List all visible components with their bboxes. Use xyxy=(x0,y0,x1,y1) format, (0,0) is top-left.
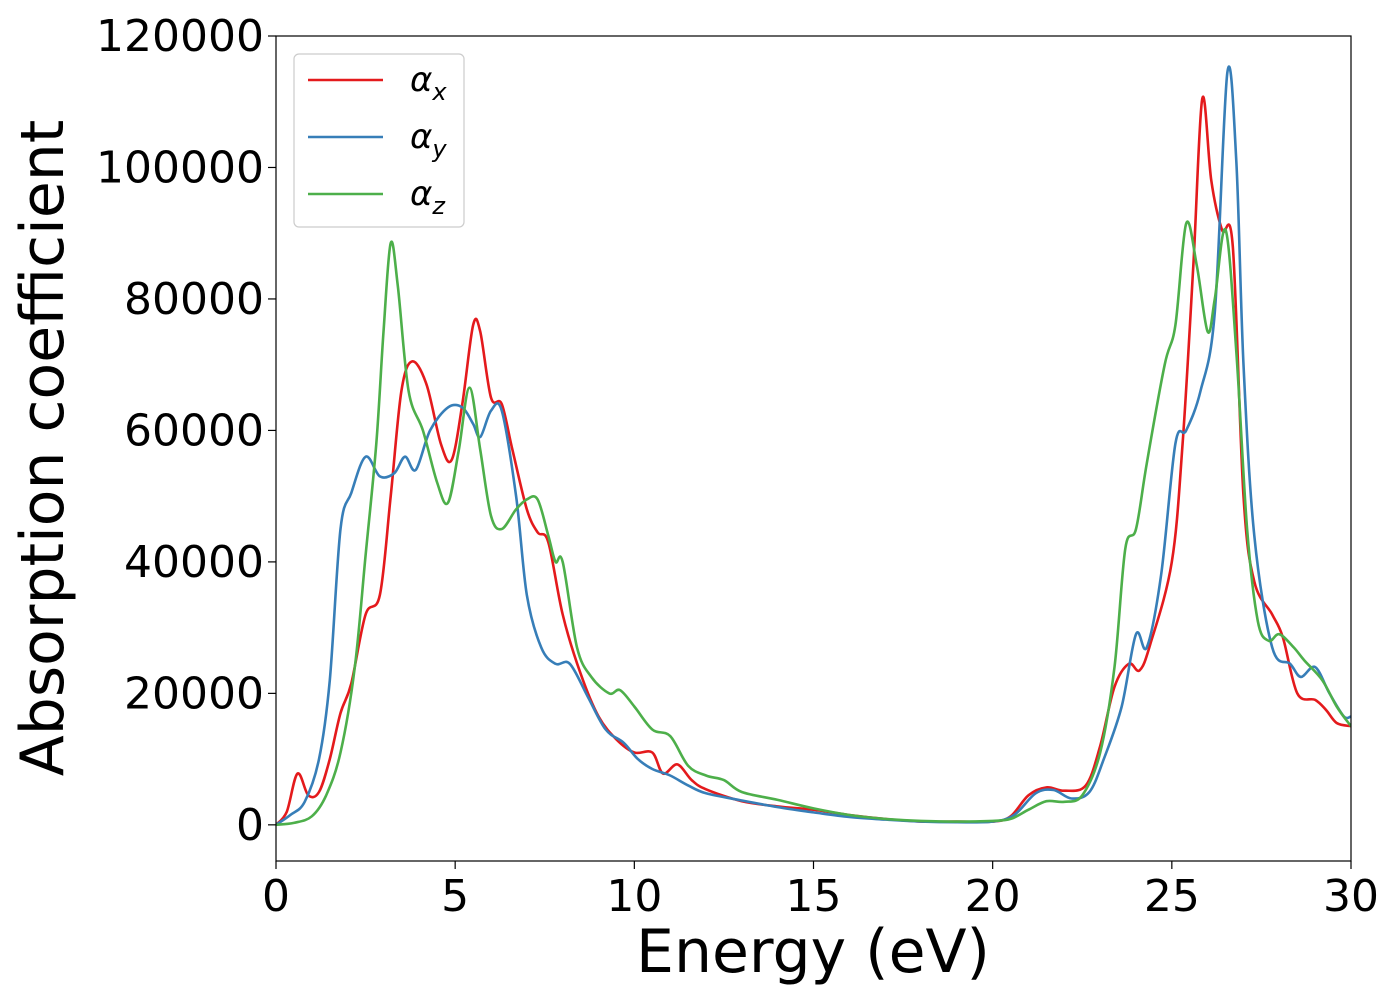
ticks-layer: 0 5 10 15 20 25 30 0 20000 40000 60000 80000 100000 1… xyxy=(96,11,1379,922)
y-tick-label: 100000 xyxy=(96,142,264,193)
legend-label-z: αz xyxy=(410,174,446,220)
legend: αx αy αz xyxy=(293,53,465,228)
x-tick-label: 5 xyxy=(441,871,469,922)
legend-box xyxy=(293,53,465,228)
legend-label-y: αy xyxy=(410,117,447,163)
y-tick-label: 20000 xyxy=(124,668,264,719)
legend-label-x: αx xyxy=(410,60,447,106)
y-axis-title: Absorption coefficient xyxy=(8,120,78,777)
x-tick-label: 20 xyxy=(965,871,1021,922)
y-tick-label: 0 xyxy=(236,800,264,851)
y-tick-label: 60000 xyxy=(124,405,264,456)
x-axis-title: Energy (eV) xyxy=(636,917,990,987)
series-line-z xyxy=(276,220,1351,827)
x-tick-label: 10 xyxy=(606,871,662,922)
y-tick-label: 40000 xyxy=(124,537,264,588)
y-tick-label: 80000 xyxy=(124,274,264,325)
x-tick-label: 30 xyxy=(1323,871,1379,922)
series-line-y xyxy=(276,65,1351,826)
x-tick-label: 0 xyxy=(262,871,290,922)
x-tick-label: 15 xyxy=(786,871,842,922)
series-layer xyxy=(276,65,1351,827)
x-tick-label: 25 xyxy=(1144,871,1200,922)
y-tick-label: 120000 xyxy=(96,11,264,62)
